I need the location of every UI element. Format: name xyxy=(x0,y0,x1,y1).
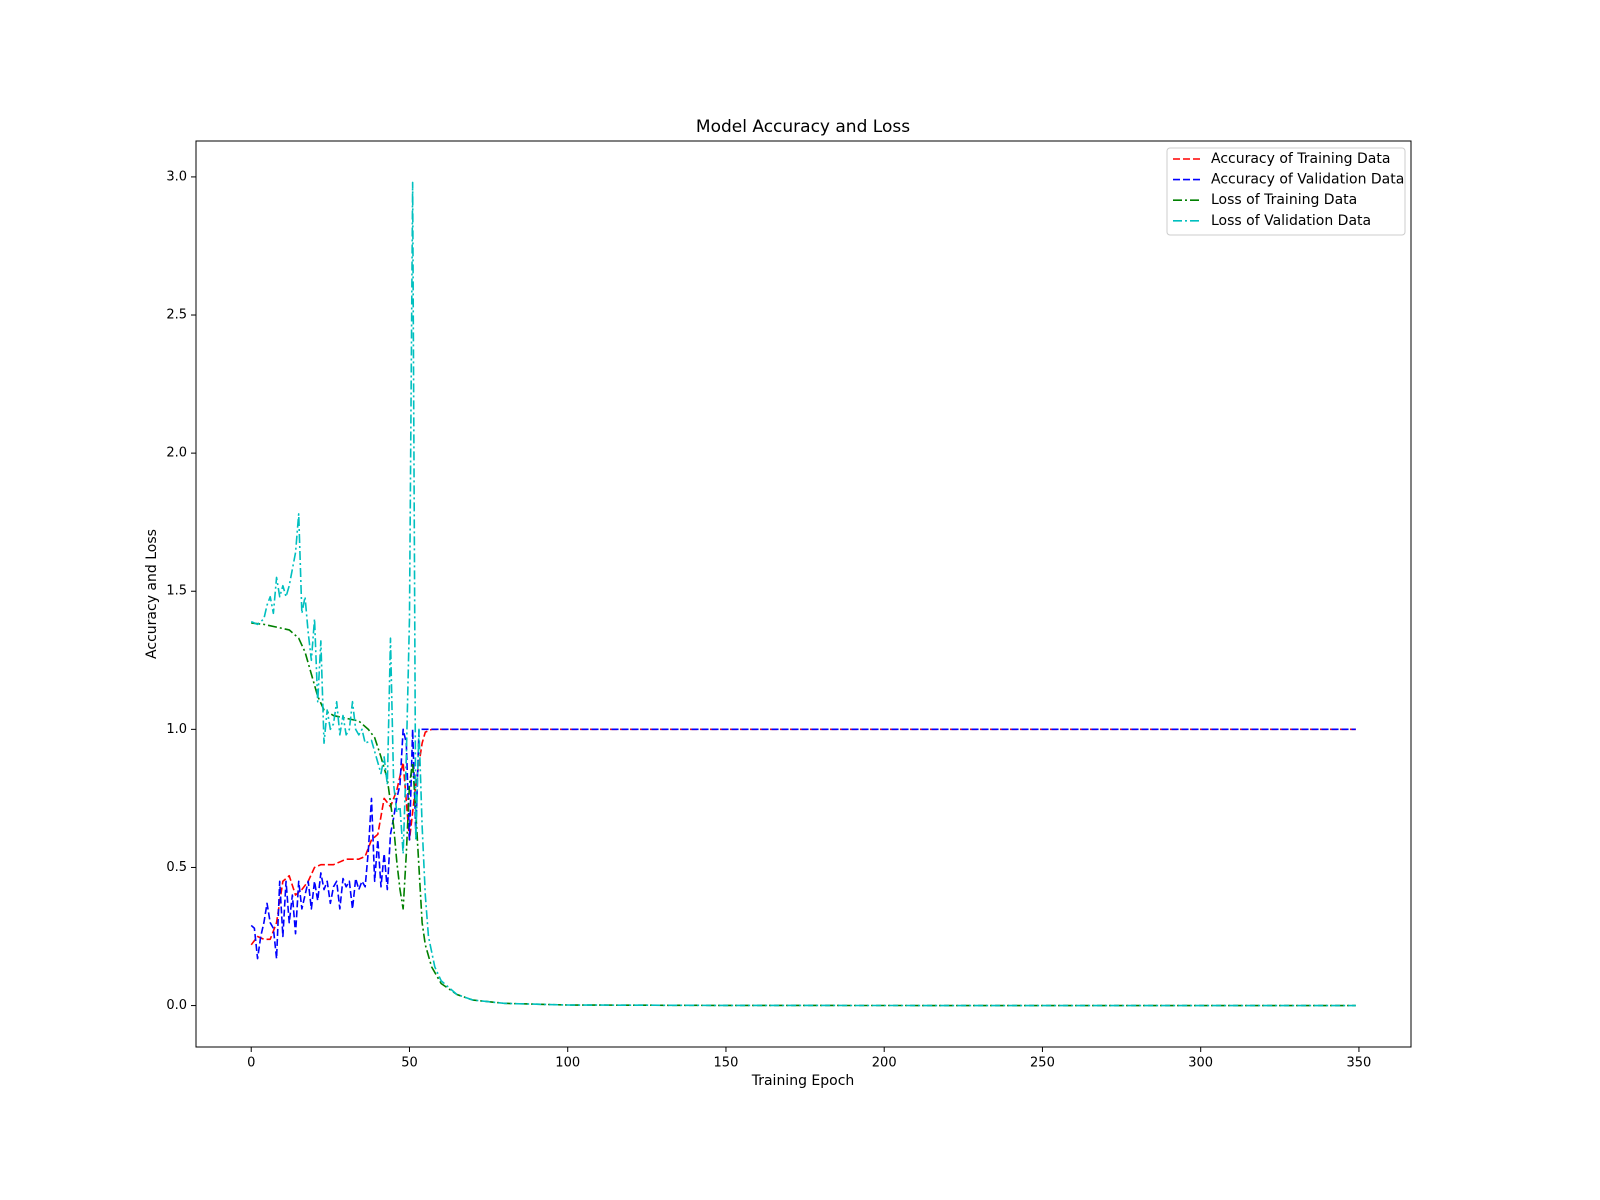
x-tick-label: 50 xyxy=(401,1056,418,1071)
y-tick-label: 0.0 xyxy=(166,998,187,1013)
legend-label-1: Accuracy of Training Data xyxy=(1211,151,1390,167)
legend-box xyxy=(1166,147,1406,236)
y-tick-label: 2.5 xyxy=(166,308,187,323)
y-tick-label: 1.0 xyxy=(166,722,187,737)
chart-title: Model Accuracy and Loss xyxy=(696,117,910,137)
legend-label-3: Loss of Training Data xyxy=(1211,192,1357,208)
x-tick-label: 350 xyxy=(1347,1056,1372,1071)
legend-label-4: Loss of Validation Data xyxy=(1211,213,1371,229)
y-axis-label: Accuracy and Loss xyxy=(144,529,160,659)
series-line-4 xyxy=(250,181,1356,1007)
x-tick-label: 250 xyxy=(1030,1056,1055,1071)
plot-frame xyxy=(195,140,1412,1048)
x-tick-label: 200 xyxy=(872,1056,897,1071)
plot-area xyxy=(195,140,1412,1048)
x-tick-label: 0 xyxy=(247,1056,255,1071)
x-tick-label: 300 xyxy=(1188,1056,1213,1071)
y-tick-label: 3.0 xyxy=(166,169,187,184)
legend-label-2: Accuracy of Validation Data xyxy=(1211,172,1404,188)
y-tick-label: 0.5 xyxy=(166,860,187,875)
series-layer xyxy=(250,181,1356,1007)
y-tick-label: 2.0 xyxy=(166,446,187,461)
legend: Accuracy of Training Data Accuracy of Val… xyxy=(1166,147,1406,236)
y-axis: 0.0 0.5 1.0 1.5 2.0 2.5 3.0 xyxy=(166,169,196,1013)
x-tick-label: 150 xyxy=(714,1056,739,1071)
x-tick-label: 100 xyxy=(555,1056,580,1071)
y-tick-label: 1.5 xyxy=(166,584,187,599)
x-axis: 0 50 100 150 200 250 300 350 xyxy=(247,1047,1371,1071)
x-axis-label: Training Epoch xyxy=(751,1073,855,1089)
